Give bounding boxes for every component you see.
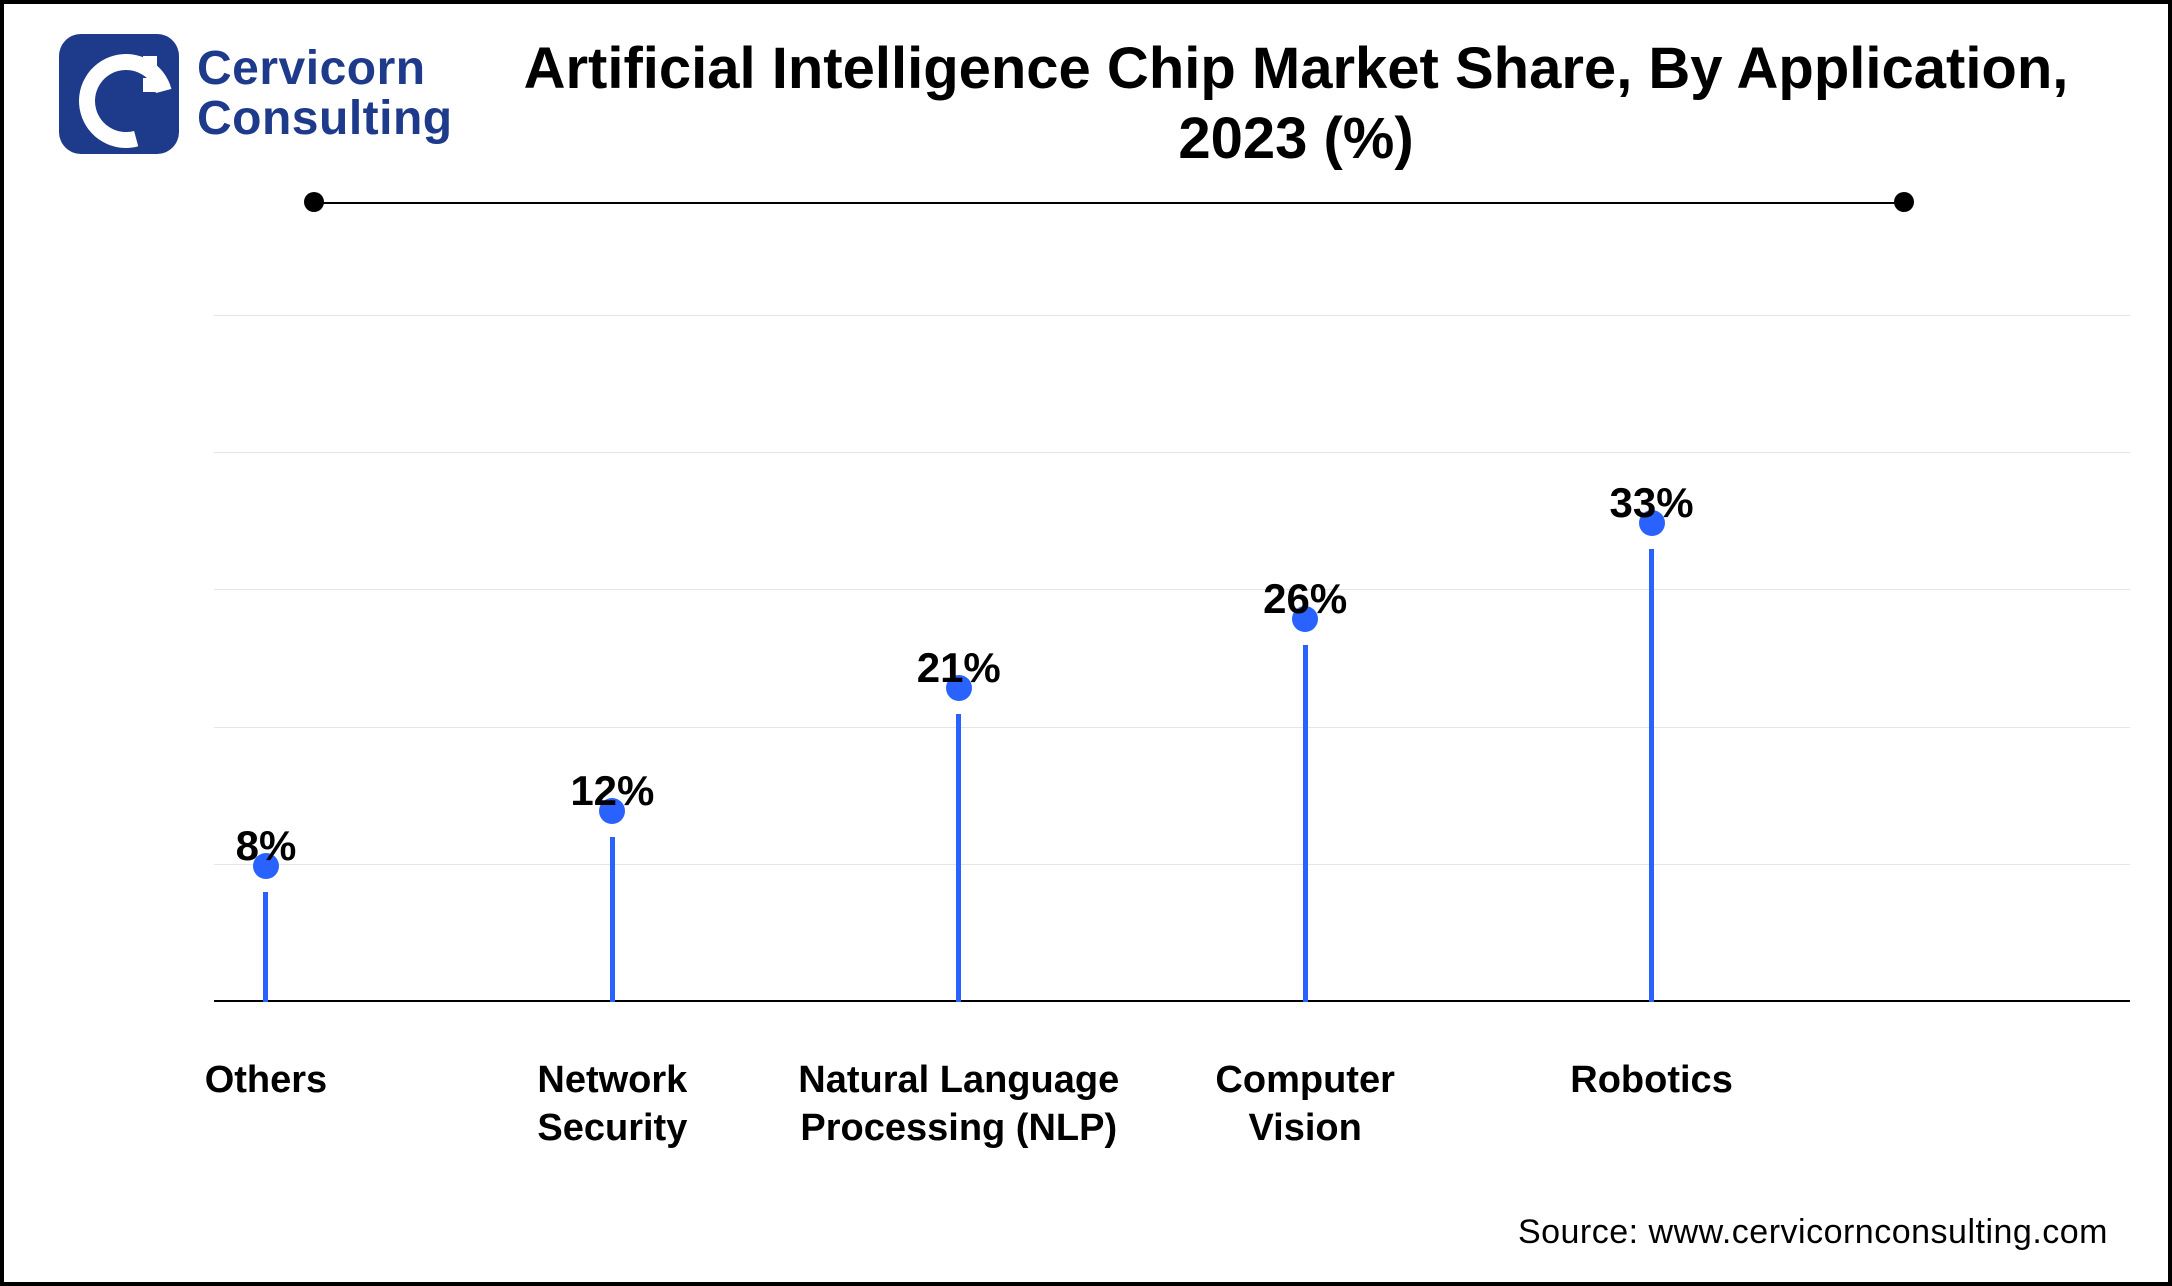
rule-dot-right <box>1894 192 1914 212</box>
gridline <box>214 452 2130 453</box>
stem <box>610 837 615 1002</box>
category-label: Computer Vision <box>1125 1057 1485 1152</box>
value-label: 8% <box>236 822 297 870</box>
brand-logo: Cervicorn Consulting <box>59 34 453 154</box>
stem <box>263 892 268 1002</box>
chart-frame: Cervicorn Consulting Artificial Intellig… <box>0 0 2172 1286</box>
category-label: Network Security <box>432 1057 792 1152</box>
brand-mark-icon <box>59 34 179 154</box>
gridline <box>214 864 2130 865</box>
lollipop-chart: 8%Others12%Network Security21%Natural La… <box>214 324 1938 1002</box>
value-label: 12% <box>570 767 654 815</box>
brand-line1: Cervicorn <box>197 42 426 95</box>
value-label: 26% <box>1263 575 1347 623</box>
brand-text: Cervicorn Consulting <box>197 44 453 145</box>
x-axis <box>214 1000 2130 1002</box>
gridline <box>214 727 2130 728</box>
value-label: 21% <box>917 644 1001 692</box>
chart-title: Artificial Intelligence Chip Market Shar… <box>484 34 2108 173</box>
gridline <box>214 315 2130 316</box>
stem <box>1649 549 1654 1002</box>
value-label: 33% <box>1610 479 1694 527</box>
category-label: Others <box>86 1057 446 1105</box>
category-label: Robotics <box>1472 1057 1832 1105</box>
title-rule <box>314 202 1904 204</box>
stem <box>956 714 961 1002</box>
source-text: Source: www.cervicornconsulting.com <box>1518 1213 2108 1252</box>
rule-dot-left <box>304 192 324 212</box>
brand-line2: Consulting <box>197 92 453 145</box>
stem <box>1303 645 1308 1002</box>
category-label: Natural Language Processing (NLP) <box>779 1057 1139 1152</box>
gridline <box>214 589 2130 590</box>
